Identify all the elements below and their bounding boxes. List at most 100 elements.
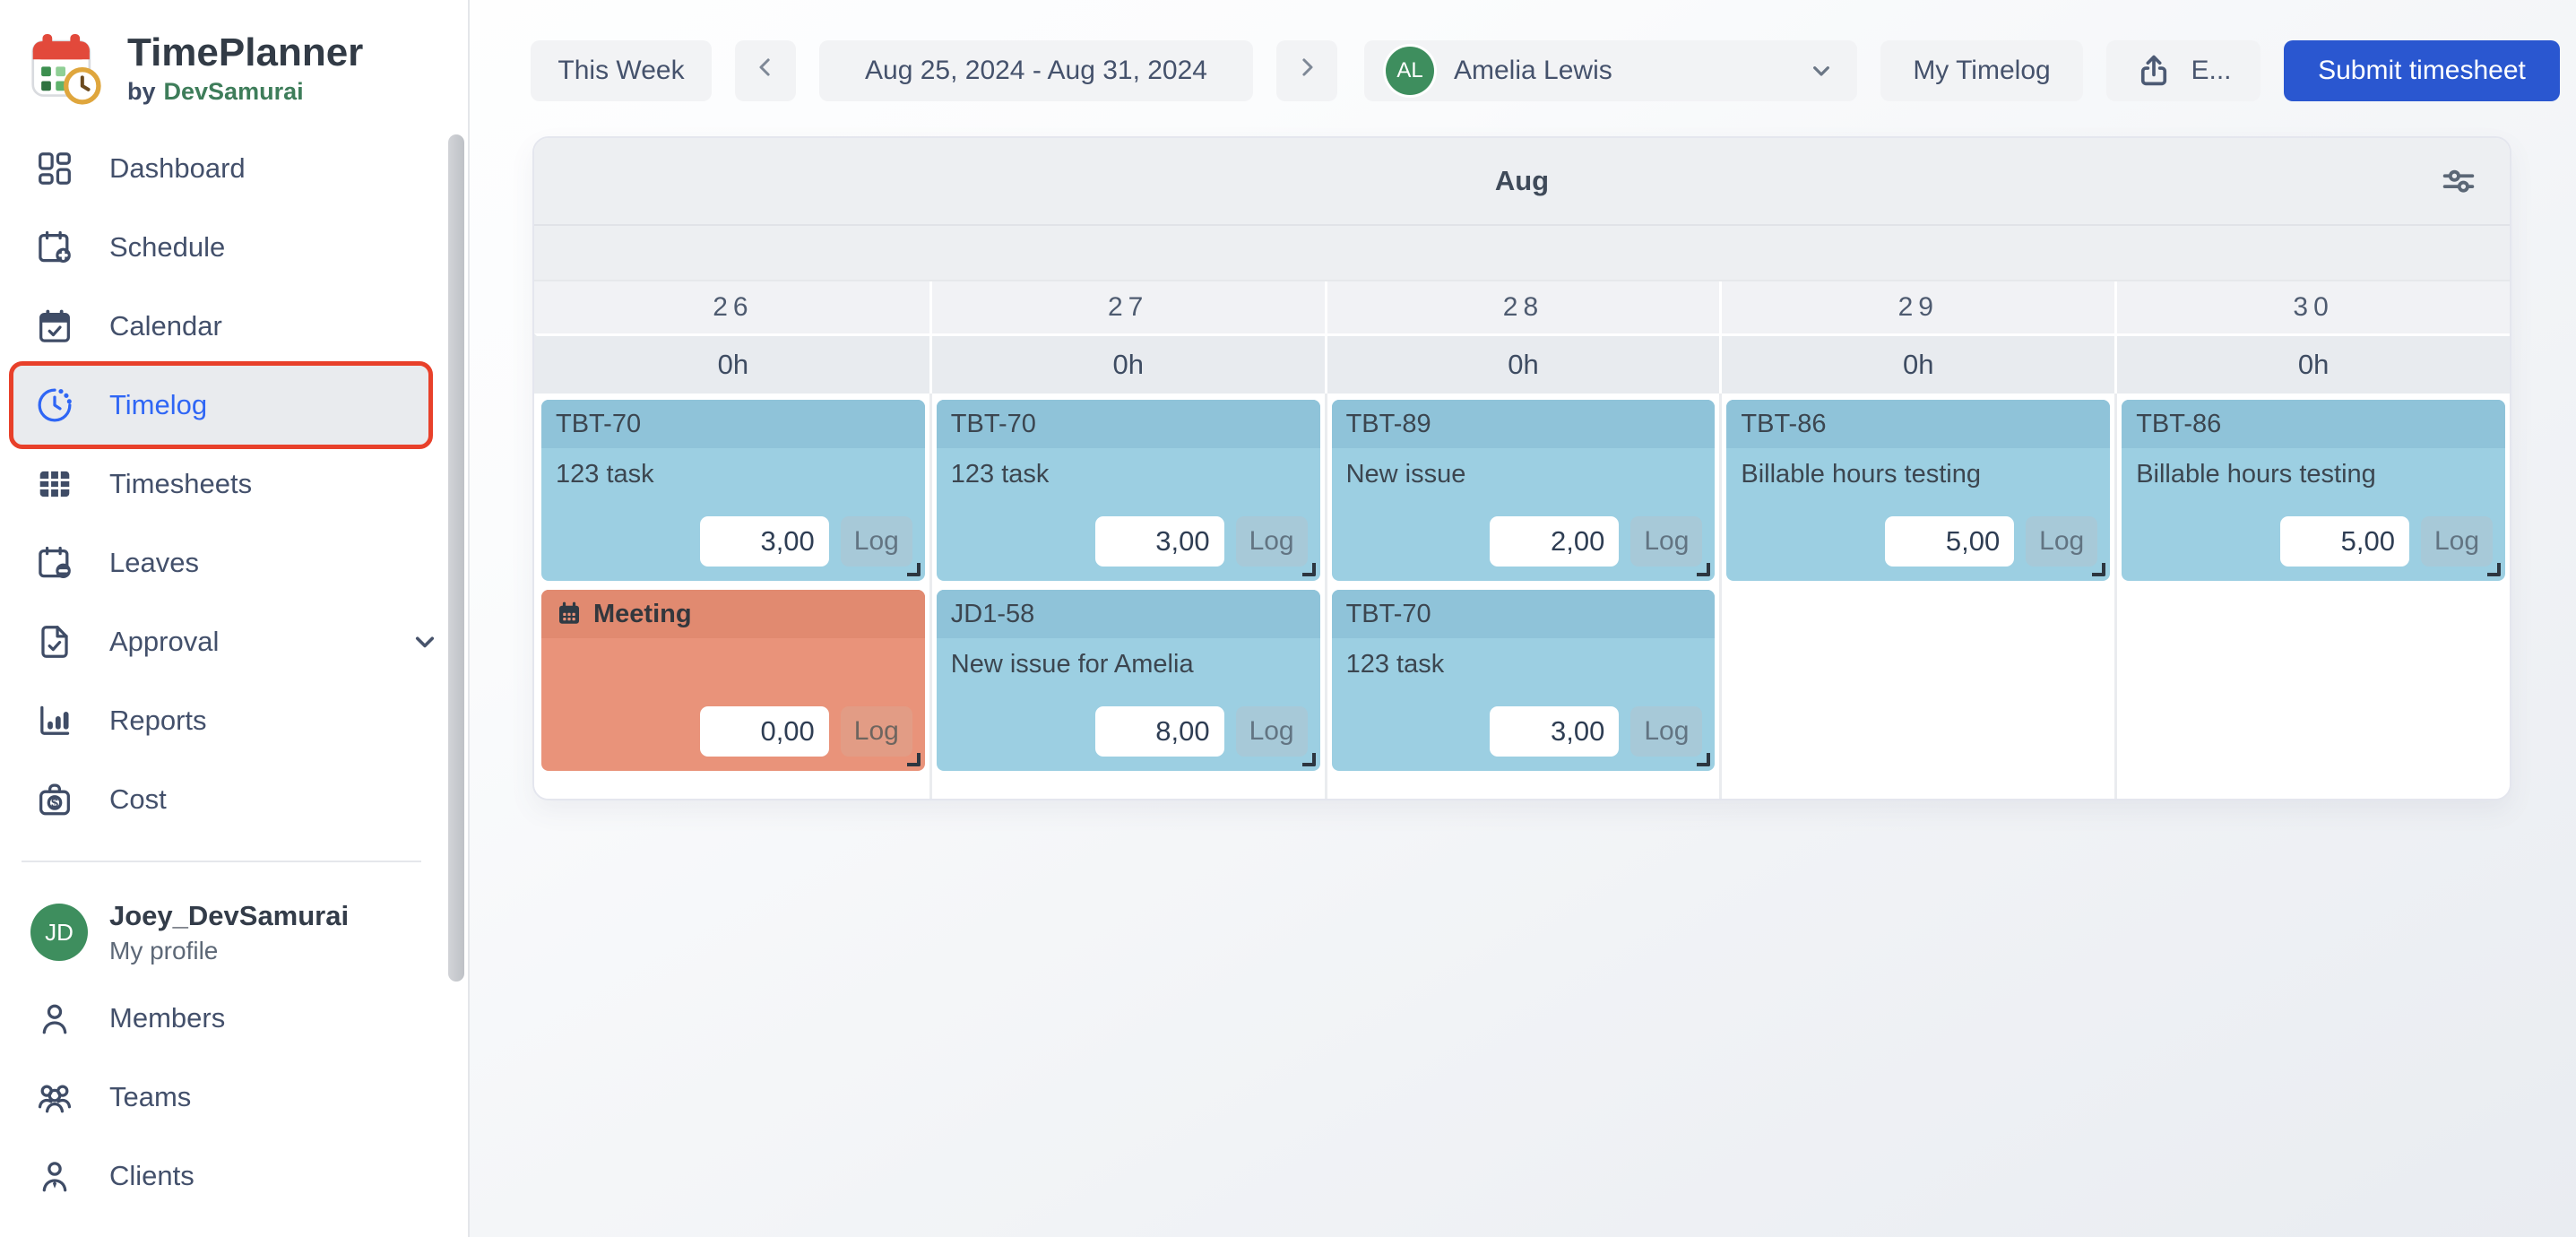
profile-item[interactable]: JD Joey_DevSamurai My profile [0,886,468,979]
sidebar-item-label: Schedule [109,231,226,263]
teams-icon [34,1077,75,1118]
byline-prefix: by [127,77,156,105]
avatar: JD [30,904,88,961]
user-name: Amelia Lewis [1454,56,1612,85]
resize-handle-icon[interactable] [2092,563,2106,576]
sidebar-item-members[interactable]: Members [0,979,468,1058]
issue-summary: Billable hours testing [1741,460,1981,489]
sidebar-item-reports[interactable]: Reports [0,681,468,760]
log-button[interactable]: Log [840,516,912,567]
resize-handle-icon[interactable] [1697,753,1711,766]
timelog-card[interactable]: TBT-70 123 task Log [936,400,1320,581]
card-controls: Log [699,706,912,757]
sidebar-item-label: Cost [109,783,167,815]
timelog-card[interactable]: TBT-70 123 task Log [541,400,925,581]
card-controls: Log [1490,706,1703,757]
day-header-cell: 30 [2114,281,2510,333]
card-controls: Log [1885,516,2098,567]
sidebar-item-timelog[interactable]: Timelog [9,361,433,449]
sidebar-nav: Dashboard Schedule Calendar Timelog Timeshee… [0,129,468,839]
card-header: TBT-89 [1331,400,1716,448]
log-button[interactable]: Log [1630,706,1703,757]
next-week-button[interactable] [1276,40,1337,101]
submit-timesheet-button[interactable]: Submit timesheet [2284,40,2560,101]
meeting-card[interactable]: Meeting Log [541,590,925,771]
scrollbar-thumb[interactable] [448,134,464,982]
day-column: TBT-86 Billable hours testing Log [2114,394,2510,799]
issue-key: TBT-89 [1345,409,1431,438]
timelog-card[interactable]: TBT-70 123 task Log [1331,590,1716,771]
timelog-card[interactable]: TBT-86 Billable hours testing Log [2122,400,2505,581]
resize-handle-icon[interactable] [1697,563,1711,576]
hours-input[interactable] [1094,516,1224,567]
sidebar-item-leaves[interactable]: Leaves [0,523,468,602]
sidebar-item-clients[interactable]: Clients [0,1137,468,1215]
sidebar-item-label: Timelog [109,389,208,420]
sidebar-item-timesheets[interactable]: Timesheets [0,445,468,523]
this-week-button[interactable]: This Week [531,40,712,101]
sidebar-item-schedule[interactable]: Schedule [0,208,468,287]
hours-input[interactable] [1094,706,1224,757]
hours-input[interactable] [2279,516,2409,567]
resize-handle-icon[interactable] [906,753,921,766]
sidebar-item-cost[interactable]: $ Cost [0,760,468,839]
leaves-icon [34,542,75,584]
cost-icon: $ [34,779,75,820]
sidebar-item-label: Leaves [109,547,199,578]
date-range-button[interactable]: Aug 25, 2024 - Aug 31, 2024 [819,40,1253,101]
hours-input[interactable] [699,706,829,757]
timesheets-icon [34,463,75,505]
hours-input[interactable] [1885,516,2015,567]
month-label: Aug [1494,165,1550,196]
timelog-icon [34,385,75,426]
chevron-down-icon[interactable] [409,626,441,658]
card-header: TBT-70 [936,400,1320,448]
card-header: TBT-86 [2122,400,2505,448]
log-button[interactable]: Log [840,706,912,757]
user-select[interactable]: AL Amelia Lewis [1364,40,1857,101]
sidebar-item-label: Calendar [109,310,222,342]
timelog-card[interactable]: TBT-86 Billable hours testing Log [1726,400,2111,581]
day-total-hours: 0h [1719,333,2115,394]
resize-handle-icon[interactable] [1301,563,1316,576]
sidebar-item-dashboard[interactable]: Dashboard [0,129,468,208]
timelog-card[interactable]: TBT-89 New issue Log [1331,400,1716,581]
sidebar-item-label: Teams [109,1081,192,1112]
byline-brand: DevSamurai [163,77,304,105]
log-button[interactable]: Log [1630,516,1703,567]
day-column: TBT-89 New issue Log TBT-70 123 task Log [1324,394,1720,799]
day-header-cell: 28 [1324,281,1720,333]
issue-summary: 123 task [1345,650,1445,679]
chevron-right-icon [1293,54,1320,88]
card-header: JD1-58 [936,590,1320,638]
view-settings-icon[interactable] [2438,160,2479,202]
hours-input[interactable] [1490,706,1620,757]
day-body-row: TBT-70 123 task Log Meeting Log TBT-70 123 tas… [534,394,2510,799]
sidebar-item-calendar[interactable]: Calendar [0,287,468,366]
log-button[interactable]: Log [2420,516,2493,567]
resize-handle-icon[interactable] [906,563,921,576]
hours-input[interactable] [1490,516,1620,567]
sidebar-scrollbar[interactable] [447,0,465,1237]
profile-name: Joey_DevSamurai [109,899,350,931]
timelog-card[interactable]: JD1-58 New issue for Amelia Log [936,590,1320,771]
card-controls: Log [699,516,912,567]
log-button[interactable]: Log [1235,706,1308,757]
sidebar-divider [22,861,421,862]
prev-week-button[interactable] [735,40,796,101]
card-controls: Log [1094,516,1308,567]
log-button[interactable]: Log [2026,516,2098,567]
brand: TimePlanner by DevSamurai [0,23,468,129]
sidebar-item-label: Reports [109,705,207,736]
sidebar-item-approval[interactable]: Approval [0,602,468,681]
log-button[interactable]: Log [1235,516,1308,567]
export-button[interactable]: E... [2106,40,2260,101]
resize-handle-icon[interactable] [1301,753,1316,766]
my-timelog-button[interactable]: My Timelog [1880,40,2083,101]
hours-input[interactable] [699,516,829,567]
resize-handle-icon[interactable] [2486,563,2501,576]
issue-key: TBT-70 [950,409,1036,438]
day-hours-row: 0h 0h 0h 0h 0h [534,333,2510,394]
sidebar-item-teams[interactable]: Teams [0,1058,468,1137]
app-title: TimePlanner [127,30,364,75]
